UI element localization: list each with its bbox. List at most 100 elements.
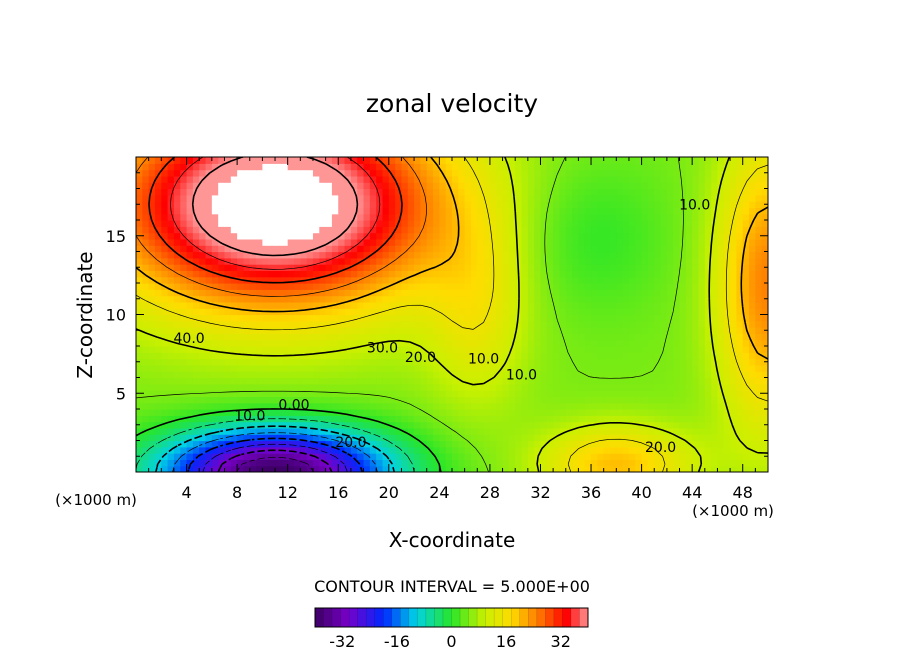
field-cell: [224, 377, 232, 385]
field-cell: [287, 371, 295, 379]
field-cell: [553, 264, 561, 271]
field-cell: [433, 434, 440, 442]
field-cell: [249, 182, 257, 190]
field-cell: [647, 446, 655, 454]
field-cell: [559, 434, 567, 442]
field-cell: [205, 188, 213, 196]
field-cell: [540, 358, 548, 366]
field-cell: [483, 415, 491, 423]
field-cell: [666, 213, 674, 221]
field-cell: [433, 314, 440, 322]
field-cell: [730, 459, 737, 467]
field-cell: [325, 251, 333, 259]
field-cell: [679, 188, 687, 196]
field-cell: [591, 226, 598, 234]
field-cell: [540, 169, 548, 177]
field-cell: [730, 421, 737, 429]
field-cell: [357, 358, 365, 366]
field-cell: [173, 213, 181, 221]
field-cell: [161, 207, 169, 215]
field-cell: [628, 213, 636, 221]
field-cell: [742, 226, 750, 234]
field-cell: [433, 308, 440, 316]
field-cell: [673, 459, 681, 467]
field-cell: [508, 364, 516, 372]
field-cell: [597, 169, 605, 177]
field-cell: [414, 314, 421, 322]
field-cell: [616, 308, 624, 316]
field-cell: [761, 308, 768, 316]
field-cell: [597, 295, 605, 303]
field-cell: [414, 276, 421, 284]
field-cell: [148, 377, 156, 385]
field-cell: [154, 346, 162, 353]
field-cell: [527, 163, 535, 171]
field-cell: [173, 377, 181, 385]
field-cell: [679, 264, 687, 271]
field-cell: [433, 364, 440, 372]
field-cell: [420, 427, 428, 435]
field-cell: [496, 465, 504, 472]
field-cell: [685, 283, 693, 290]
field-cell: [262, 220, 270, 227]
field-cell: [439, 358, 447, 366]
field-cell: [508, 251, 516, 259]
field-cell: [224, 308, 232, 316]
field-cell: [685, 251, 693, 259]
field-cell: [344, 358, 352, 366]
field-cell: [692, 163, 700, 171]
field-cell: [205, 295, 213, 303]
field-cell: [180, 201, 188, 208]
field-cell: [192, 257, 200, 265]
field-cell: [369, 264, 377, 271]
field-cell: [350, 238, 358, 246]
field-cell: [256, 440, 263, 448]
field-cell: [395, 175, 403, 183]
field-cell: [704, 402, 712, 410]
field-cell: [445, 440, 453, 448]
field-cell: [755, 245, 763, 253]
field-cell: [477, 459, 485, 467]
field-cell: [692, 409, 700, 416]
field-cell: [578, 257, 586, 265]
field-cell: [723, 201, 731, 208]
field-cell: [723, 415, 731, 423]
field-cell: [622, 232, 630, 240]
field-cell: [553, 175, 561, 183]
field-cell: [572, 377, 579, 385]
field-cell: [685, 213, 693, 221]
field-cell: [445, 333, 453, 341]
field-cell: [268, 220, 276, 227]
field-cell: [230, 396, 238, 404]
field-cell: [199, 257, 207, 265]
field-cell: [420, 421, 428, 429]
field-cell: [464, 402, 472, 410]
field-cell: [224, 276, 232, 284]
field-cell: [622, 339, 630, 347]
field-cell: [508, 220, 516, 227]
field-cell: [730, 251, 737, 259]
field-cell: [704, 301, 712, 309]
field-cell: [641, 434, 649, 442]
field-cell: [294, 226, 301, 234]
field-cell: [521, 390, 529, 397]
field-cell: [508, 188, 516, 196]
field-cell: [312, 339, 320, 347]
field-cell: [243, 390, 251, 397]
field-cell: [704, 251, 712, 259]
field-cell: [382, 327, 390, 334]
field-cell: [749, 390, 756, 397]
field-cell: [382, 308, 390, 316]
field-cell: [306, 175, 314, 183]
field-cell: [350, 465, 358, 472]
field-cell: [584, 308, 592, 316]
field-cell: [723, 182, 731, 190]
field-cell: [407, 415, 415, 423]
field-cell: [553, 352, 561, 360]
field-cell: [205, 396, 213, 404]
field-cell: [698, 295, 706, 303]
field-cell: [357, 289, 365, 297]
field-cell: [610, 409, 617, 416]
field-cell: [534, 201, 542, 208]
field-cell: [142, 188, 150, 196]
